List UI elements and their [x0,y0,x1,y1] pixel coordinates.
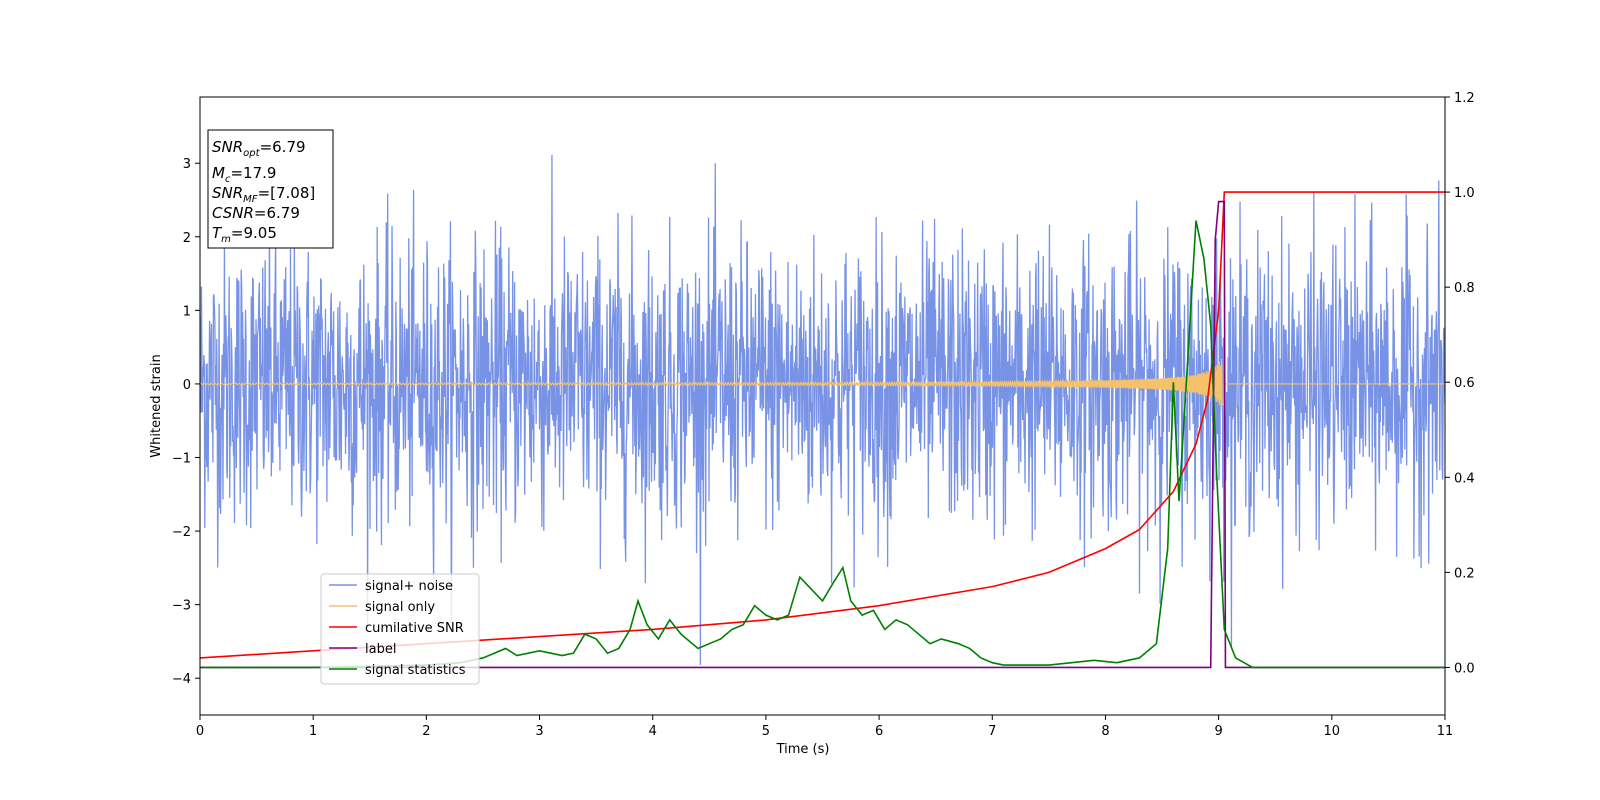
y-right-tick-label: 1.0 [1454,186,1475,201]
legend: signal+ noise signal only cumilative SNR… [320,573,480,685]
x-tick-label: 3 [535,724,543,739]
x-tick-label: 7 [988,724,996,739]
y-left-tick-label: 3 [183,157,191,172]
mc-annotation: Mc=17.9 [212,164,276,185]
y-left-tick-label: 0 [183,378,191,393]
y-left-tick-label: −1 [172,452,191,467]
series-signal-statistics [200,220,1445,669]
y-right-tick-label: 0.8 [1454,281,1475,296]
legend-label-signal-noise: signal+ noise [365,579,453,594]
x-tick-label: 6 [875,724,883,739]
y-axis-label: Whitened strain [149,354,164,457]
x-tick-label: 10 [1324,724,1341,739]
series-label [200,200,1445,669]
series-signal-only [200,358,1445,410]
y-right-tick-label: 0.2 [1454,566,1475,581]
y-right-tick-label: 0.4 [1454,471,1475,486]
y-left-tick-label: 1 [183,304,191,319]
y-left-tick-label: −3 [172,599,191,614]
legend-label-signal-only: signal only [365,600,435,615]
y-left-tick-label: 2 [183,231,191,246]
legend-label-label: label [365,642,396,657]
y-left-tick-label: −2 [172,525,191,540]
series-signal-noise [200,155,1445,666]
plot-frame [199,96,1446,716]
series-cumulative-snr [200,191,1445,659]
y-left-tick-label: −4 [172,672,191,687]
y-right-tick-label: 0.0 [1454,661,1475,676]
snr-mf-annotation: SNRMF=[7.08] [212,184,315,205]
y-right-tick-label: 0.6 [1454,376,1475,391]
x-tick-label: 2 [422,724,430,739]
plot-area [200,155,1445,669]
x-tick-label: 4 [649,724,657,739]
snr-opt-annotation: SNRopt=6.79 [212,138,306,159]
x-tick-label: 5 [762,724,770,739]
stats-annotation: SNRopt=6.79 Mc=17.9 SNRMF=[7.08] CSNR=6.… [207,129,334,249]
x-tick-label: 8 [1101,724,1109,739]
axes: 0 1 2 3 4 5 6 7 8 9 10 11 −4 −3 −2 −1 0 1 2 3 0.0 0.2 0.4 0.6 0.… [172,91,1475,739]
csnr-annotation: CSNR=6.79 [212,204,300,222]
legend-label-cumulative-snr: cumilative SNR [365,621,464,636]
x-tick-label: 0 [196,724,204,739]
y-right-tick-label: 1.2 [1454,91,1475,106]
x-axis-label: Time (s) [776,742,830,757]
tm-annotation: Tm=9.05 [212,224,277,245]
legend-label-signal-statistics: signal statistics [365,663,466,678]
x-tick-label: 1 [309,724,317,739]
x-tick-label: 9 [1214,724,1222,739]
x-tick-label: 11 [1437,724,1454,739]
